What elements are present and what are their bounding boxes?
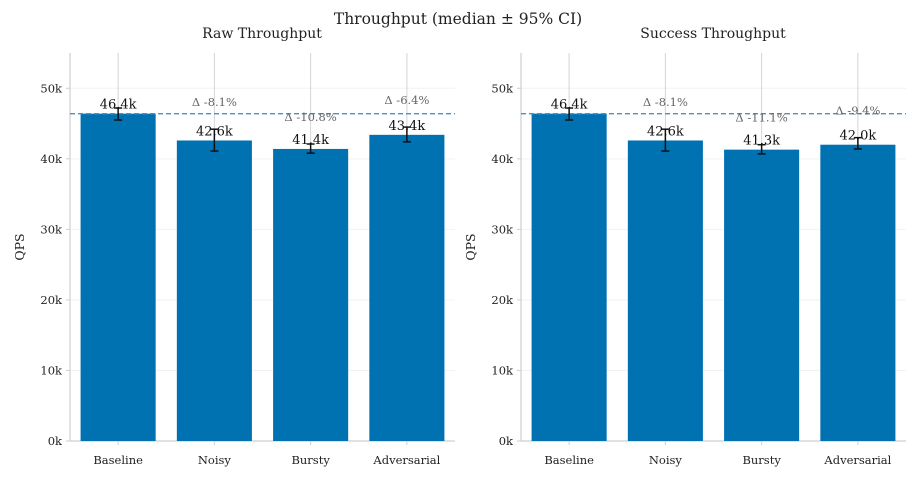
panel-title: Raw Throughput — [202, 26, 322, 42]
x-tick-label: Noisy — [649, 453, 683, 467]
value-label: 46.4k — [100, 98, 137, 113]
delta-label: Δ -6.4% — [384, 93, 429, 107]
x-tick-label: Baseline — [544, 453, 594, 467]
bar-adversarial — [369, 134, 445, 441]
value-label: 41.3k — [743, 134, 780, 149]
y-tick-label: 20k — [491, 293, 514, 307]
x-tick-label: Adversarial — [372, 453, 440, 467]
y-tick-label: 40k — [491, 152, 514, 166]
y-tick-label: 0k — [48, 434, 63, 448]
bar-noisy — [627, 140, 703, 441]
delta-label: Δ -9.4% — [835, 104, 880, 118]
y-axis-label: QPS — [12, 233, 27, 260]
value-label: 42.6k — [196, 124, 233, 139]
bar-baseline — [531, 113, 607, 441]
bar-baseline — [80, 113, 156, 441]
y-tick-label: 10k — [491, 363, 514, 377]
value-label: 46.4k — [551, 98, 588, 113]
y-tick-label: 50k — [40, 81, 63, 95]
y-tick-label: 50k — [491, 81, 514, 95]
value-label: 41.4k — [292, 133, 329, 148]
y-tick-label: 30k — [40, 222, 63, 236]
y-axis-label: QPS — [463, 233, 478, 260]
x-tick-label: Adversarial — [823, 453, 891, 467]
delta-label: Δ -8.1% — [192, 95, 237, 109]
delta-label: Δ -10.8% — [284, 110, 336, 124]
bar-bursty — [273, 148, 349, 441]
x-tick-label: Bursty — [291, 453, 330, 467]
delta-label: Δ -11.1% — [735, 111, 787, 125]
value-label: 42.0k — [839, 129, 876, 144]
bar-noisy — [176, 140, 252, 441]
y-tick-label: 20k — [40, 293, 63, 307]
x-tick-label: Baseline — [93, 453, 143, 467]
bar-bursty — [724, 149, 800, 441]
panel-1: Raw Throughput 0k 10k 20k 30k 40k 50k QPS Baseli… — [12, 26, 455, 467]
value-label: 42.6k — [647, 124, 684, 139]
delta-label: Δ -8.1% — [643, 95, 688, 109]
x-tick-label: Bursty — [742, 453, 781, 467]
y-tick-label: 0k — [499, 434, 514, 448]
figure-title: Throughput (median ± 95% CI) — [334, 10, 582, 28]
value-label: 43.4k — [388, 119, 425, 134]
y-tick-label: 30k — [491, 222, 514, 236]
panel-2: Success Throughput 0k 10k 20k 30k 40k 50k QPS Ba… — [463, 26, 906, 467]
x-tick-label: Noisy — [198, 453, 232, 467]
y-tick-label: 10k — [40, 363, 63, 377]
panel-title: Success Throughput — [640, 26, 786, 42]
bar-adversarial — [820, 144, 896, 441]
y-tick-label: 40k — [40, 152, 63, 166]
